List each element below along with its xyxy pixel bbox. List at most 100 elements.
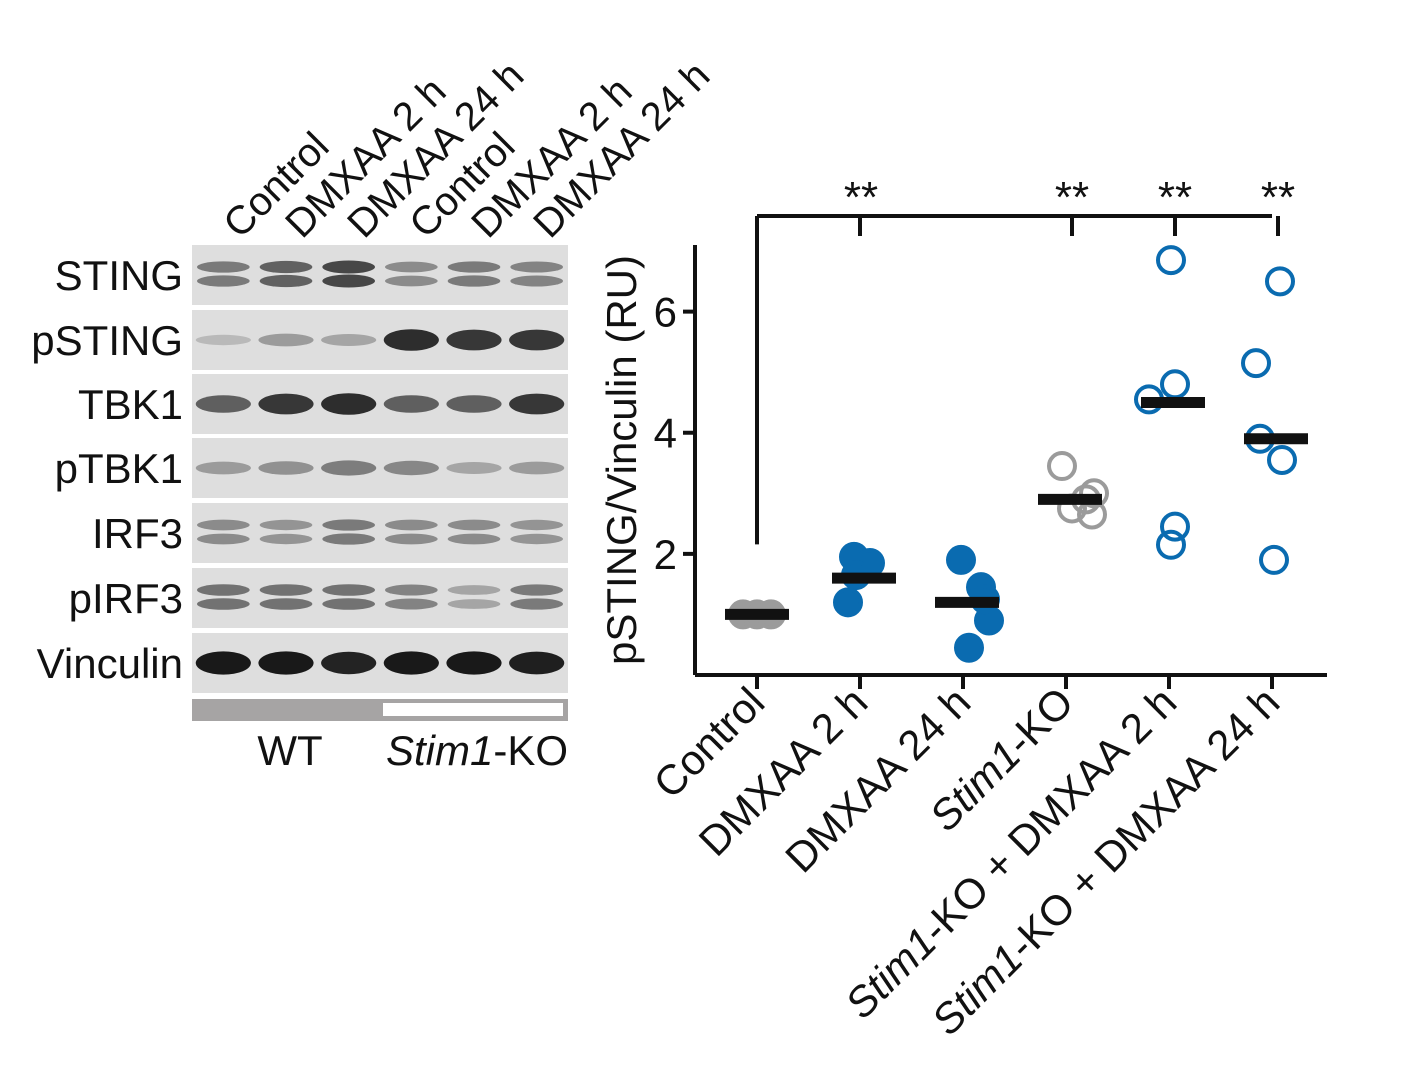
blot-row-label: STING <box>55 252 183 299</box>
blot-band <box>197 275 250 287</box>
blot-band <box>509 393 565 415</box>
blot-band <box>259 533 313 545</box>
blot-band <box>447 261 501 273</box>
blot-band <box>258 651 314 675</box>
blot-band <box>322 260 375 274</box>
blot-band <box>510 533 563 545</box>
blot-band <box>446 651 502 675</box>
blot-band <box>446 462 502 474</box>
data-point <box>1267 445 1297 475</box>
blot-band <box>446 395 502 413</box>
blot-band <box>510 275 563 287</box>
y-tick-label: 2 <box>654 531 677 578</box>
blot-band <box>322 519 375 531</box>
significance-label: ** <box>1261 173 1295 222</box>
blot-band <box>385 261 438 273</box>
blot-band <box>509 329 565 351</box>
blot-row-label: pTBK1 <box>55 445 183 492</box>
y-tick-label: 4 <box>654 410 677 457</box>
blot-band <box>385 275 438 287</box>
blot-band <box>259 584 313 596</box>
blot-band <box>259 598 313 610</box>
blot-band <box>447 533 501 545</box>
blot-band <box>385 519 438 531</box>
blot-band <box>258 333 314 347</box>
blot-band <box>385 533 438 545</box>
y-axis-label: pSTING/Vinculin (RU) <box>598 255 645 665</box>
blot-band <box>510 261 563 273</box>
group-label-ko: Stim1-KO <box>386 727 568 774</box>
data-point <box>1160 369 1190 400</box>
blot-row: STING <box>55 245 568 305</box>
blot-band <box>509 461 565 475</box>
blot-band <box>197 519 250 531</box>
data-point <box>833 587 863 618</box>
blot-band <box>383 395 439 413</box>
data-point <box>1265 266 1295 297</box>
data-point <box>1156 245 1186 276</box>
significance-label: ** <box>1158 173 1192 222</box>
blot-band <box>383 651 439 675</box>
data-point <box>946 544 976 575</box>
blot-band <box>447 519 501 531</box>
significance-label: ** <box>844 173 878 222</box>
blot-strip <box>192 374 568 434</box>
blot-strip <box>192 503 568 563</box>
data-point <box>954 632 984 663</box>
blot-band <box>321 651 377 675</box>
blot-band <box>321 460 377 476</box>
blot-strip <box>192 310 568 370</box>
blot-band <box>322 274 375 288</box>
blot-band <box>322 533 375 545</box>
blot-band <box>197 261 250 273</box>
blot-band <box>197 598 250 610</box>
blot-band <box>383 460 439 476</box>
data-point <box>1160 511 1190 542</box>
blot-row: pIRF3 <box>69 568 568 628</box>
blot-band <box>259 260 313 274</box>
blot-band <box>321 393 377 415</box>
blot-strip <box>192 568 568 628</box>
blot-band <box>321 334 377 346</box>
blot-row-label: pIRF3 <box>69 575 183 622</box>
blot-row: pTBK1 <box>55 438 568 498</box>
blot-band <box>383 329 439 351</box>
blot-row: Vinculin <box>37 633 568 693</box>
blot-row: IRF3 <box>92 503 568 563</box>
blot-row-label: IRF3 <box>92 510 183 557</box>
data-point <box>1079 478 1109 509</box>
group-label-ko-italic: Stim1 <box>386 727 493 774</box>
blot-band <box>509 651 565 675</box>
blot-band <box>385 584 438 596</box>
blot-band <box>322 598 375 610</box>
blot-band <box>447 585 501 595</box>
blot-band <box>510 598 563 610</box>
blot-band <box>195 651 251 675</box>
blot-band <box>258 461 314 475</box>
data-point <box>1241 348 1271 379</box>
blot-band <box>259 274 313 288</box>
group-label-ko-rest: -KO <box>493 727 568 774</box>
data-point <box>1259 544 1289 575</box>
blot-band <box>510 584 563 596</box>
blot-band <box>447 599 501 609</box>
blot-band <box>510 519 563 531</box>
blot-band <box>447 275 501 287</box>
data-point <box>1156 529 1186 560</box>
blot-strip <box>192 438 568 498</box>
significance-label: ** <box>1055 173 1089 222</box>
blot-row-label: Vinculin <box>37 640 183 687</box>
blot-band <box>197 533 250 545</box>
blot-row: TBK1 <box>78 374 568 434</box>
blot-band <box>446 329 502 351</box>
blot-band <box>195 461 251 475</box>
blot-band <box>197 584 250 596</box>
group-bar-ko <box>383 703 563 716</box>
group-label-wt: WT <box>257 727 322 774</box>
blot-band <box>258 393 314 415</box>
blot-strip <box>192 633 568 693</box>
blot-band <box>322 584 375 596</box>
blot-row-label: pSTING <box>31 317 183 364</box>
